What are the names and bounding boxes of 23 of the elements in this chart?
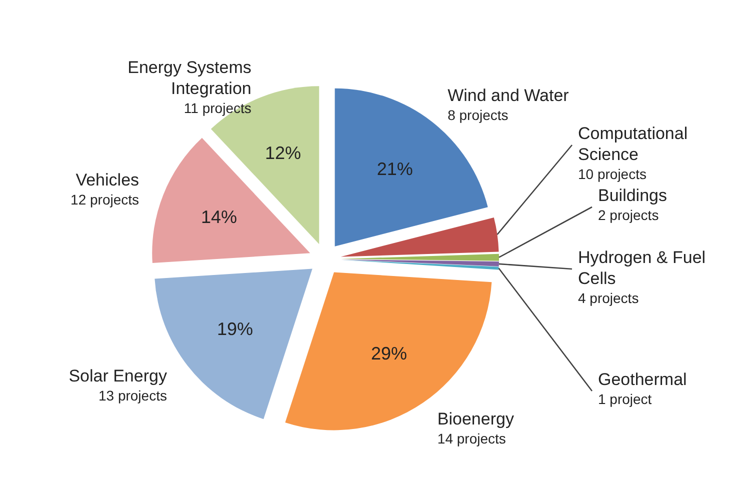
text: 12 projects [70,191,140,208]
text: 13 projects [98,388,167,404]
slice-label: Solar Energy [68,366,168,386]
text: 2 projects [598,207,659,223]
data-label: 21% [376,158,413,179]
text: 11 projects [184,100,252,116]
data-label: 14% [201,207,238,228]
data-label: 29% [371,343,408,364]
data-label: 12% [265,143,302,164]
slice-label: Geothermal [598,370,687,389]
slice-label: Wind and Water [448,86,570,105]
text: 10 projects [578,166,646,182]
text: 8 projects [448,106,508,123]
slice-label: Buildings [598,186,667,205]
slice-label: Bioenergy [437,409,514,428]
slice-label: Energy Systems Integration [128,58,252,98]
text: 1 project [598,391,652,407]
slice-label: Computational Science [578,124,688,164]
slice-label: Vehicles [76,170,140,190]
text: 4 projects [578,290,639,306]
data-label: 19% [216,318,253,339]
slice-label: Hydrogen & Fuel Cells [578,248,706,288]
text: 14 projects [437,430,506,446]
